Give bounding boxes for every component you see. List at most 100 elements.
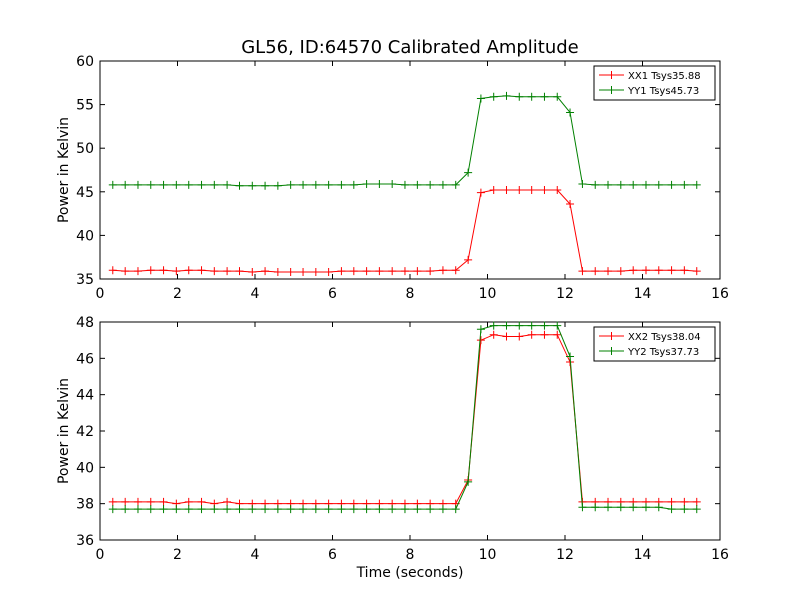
- legend-box: [593, 326, 716, 362]
- data-point: [121, 180, 130, 189]
- data-point: [108, 505, 117, 514]
- y-tick-label: 48: [76, 315, 94, 331]
- x-tick-label: 16: [711, 286, 729, 302]
- data-point: [566, 200, 575, 209]
- data-point: [210, 180, 219, 189]
- y-tick-label: 60: [76, 54, 94, 70]
- legend-marker: [607, 332, 616, 340]
- x-tick-label: 4: [251, 286, 260, 302]
- data-point: [146, 505, 155, 514]
- legend-label: XX1 Tsys35.88: [628, 71, 701, 82]
- x-tick-label: 2: [173, 286, 182, 302]
- data-point: [248, 181, 257, 190]
- data-point: [680, 266, 689, 275]
- y-tick-label: 40: [76, 460, 94, 476]
- x-tick-label: 10: [479, 547, 497, 563]
- data-point: [324, 268, 333, 277]
- x-tick-label: 16: [711, 547, 729, 563]
- data-point: [489, 186, 498, 195]
- y-tick-label: 46: [76, 351, 94, 367]
- data-point: [375, 179, 384, 188]
- data-point: [654, 503, 663, 512]
- series-line-yy1: [112, 95, 697, 187]
- data-point: [286, 505, 295, 514]
- lower-y-axis-label: Power in Kelvin: [56, 378, 72, 484]
- data-point: [108, 180, 117, 189]
- x-tick-label: 0: [96, 547, 105, 563]
- y-tick-label: 35: [76, 272, 94, 288]
- data-point: [438, 266, 447, 275]
- data-point: [388, 505, 397, 514]
- data-point: [438, 180, 447, 189]
- data-point: [235, 181, 244, 190]
- data-point: [286, 180, 295, 189]
- x-tick-label: 10: [479, 286, 497, 302]
- data-point: [667, 497, 676, 506]
- data-point: [553, 330, 562, 339]
- data-point: [337, 505, 346, 514]
- data-point: [641, 266, 650, 275]
- y-tick-label: 44: [76, 388, 94, 404]
- data-point: [400, 180, 409, 189]
- data-point: [540, 321, 549, 330]
- data-point: [133, 267, 142, 276]
- data-point: [692, 267, 701, 276]
- data-point: [121, 505, 130, 514]
- data-point: [261, 267, 270, 276]
- data-point: [515, 186, 524, 195]
- data-point: [553, 92, 562, 101]
- data-point: [184, 497, 193, 506]
- data-point: [692, 180, 701, 189]
- y-tick-label: 38: [76, 497, 94, 513]
- data-point: [197, 180, 206, 189]
- data-point: [502, 186, 511, 195]
- data-point: [527, 92, 536, 101]
- data-point: [502, 321, 511, 330]
- data-point: [133, 497, 142, 506]
- data-point: [299, 268, 308, 277]
- data-point: [426, 180, 435, 189]
- data-point: [578, 267, 587, 276]
- legend-marker: [607, 347, 616, 355]
- data-point: [629, 180, 638, 189]
- data-point: [476, 94, 485, 103]
- data-point: [476, 336, 485, 345]
- x-tick-label: 8: [406, 547, 415, 563]
- data-point: [159, 180, 168, 189]
- data-point: [667, 180, 676, 189]
- data-point: [591, 503, 600, 512]
- data-point: [540, 186, 549, 195]
- y-tick-label: 50: [76, 141, 94, 157]
- data-point: [502, 91, 511, 100]
- legend-label: XX2 Tsys38.04: [628, 332, 701, 343]
- data-point: [159, 497, 168, 506]
- data-point: [476, 325, 485, 334]
- data-point: [692, 497, 701, 506]
- data-point: [680, 505, 689, 514]
- data-point: [273, 181, 282, 190]
- data-point: [641, 503, 650, 512]
- data-point: [629, 503, 638, 512]
- chart-title: GL56, ID:64570 Calibrated Amplitude: [241, 37, 579, 58]
- data-point: [553, 186, 562, 195]
- data-point: [172, 180, 181, 189]
- data-point: [464, 168, 473, 177]
- x-tick-label: 0: [96, 286, 105, 302]
- data-point: [476, 188, 485, 197]
- data-point: [248, 268, 257, 277]
- data-point: [566, 108, 575, 117]
- data-point: [604, 180, 613, 189]
- upper-y-axis-label: Power in Kelvin: [56, 117, 72, 223]
- data-point: [489, 92, 498, 101]
- data-point: [184, 505, 193, 514]
- data-point: [388, 179, 397, 188]
- data-point: [667, 505, 676, 514]
- data-point: [223, 497, 232, 506]
- data-point: [121, 267, 130, 276]
- x-tick-label: 14: [634, 286, 652, 302]
- data-point: [159, 266, 168, 275]
- data-point: [604, 267, 613, 276]
- data-point: [159, 505, 168, 514]
- data-point: [578, 179, 587, 188]
